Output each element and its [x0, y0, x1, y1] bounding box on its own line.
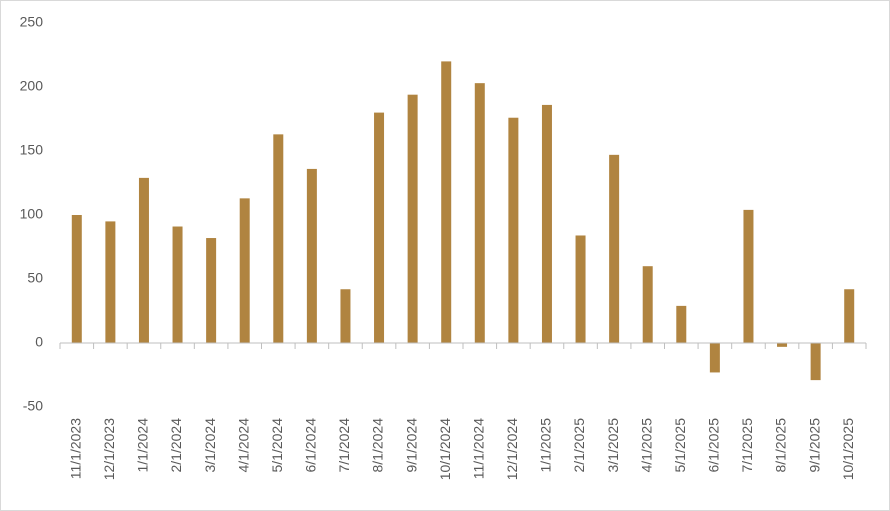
x-tick-label: 5/1/2025 [672, 418, 688, 473]
y-tick-label: 250 [20, 14, 44, 30]
bar [441, 61, 452, 344]
y-tick-label: -50 [23, 398, 43, 414]
x-tick-label: 8/1/2024 [370, 418, 386, 473]
bar [541, 104, 552, 343]
x-tick-label: 12/1/2024 [504, 418, 520, 480]
bar [844, 289, 855, 343]
bar [609, 154, 620, 343]
x-tick-label: 6/1/2024 [303, 418, 319, 473]
x-tick-label: 1/1/2025 [538, 418, 554, 473]
y-tick-label: 100 [20, 206, 44, 222]
bar [676, 305, 687, 343]
bar [340, 289, 351, 343]
bar [306, 168, 317, 343]
x-tick-label: 9/1/2024 [403, 418, 419, 473]
bar [273, 134, 284, 343]
x-tick-label: 11/1/2024 [470, 418, 486, 479]
bar [172, 226, 183, 343]
x-tick-label: 12/1/2023 [101, 418, 117, 480]
bar [407, 94, 418, 344]
x-tick-label: 10/1/2024 [437, 418, 453, 480]
bar [105, 221, 116, 343]
x-tick-label: 9/1/2025 [806, 418, 822, 473]
bar [374, 112, 385, 343]
bar [138, 177, 149, 343]
x-tick-label: 4/1/2025 [638, 418, 654, 473]
bar [777, 343, 788, 347]
bar [642, 266, 653, 343]
x-tick-label: 7/1/2024 [336, 418, 352, 473]
x-tick-label: 5/1/2024 [269, 418, 285, 473]
x-tick-label: 3/1/2024 [202, 418, 218, 473]
x-tick-label: 1/1/2024 [135, 418, 151, 473]
x-tick-label: 4/1/2024 [235, 418, 251, 473]
y-tick-label: 150 [20, 142, 44, 158]
x-tick-label: 3/1/2025 [605, 418, 621, 473]
bar [508, 117, 519, 343]
x-tick-label: 2/1/2025 [571, 418, 587, 473]
y-tick-label: 0 [35, 334, 43, 350]
bar [810, 343, 821, 381]
bar [71, 215, 82, 343]
bar [743, 209, 754, 343]
bar [575, 235, 586, 343]
bar [709, 343, 720, 373]
x-tick-label: 2/1/2024 [168, 418, 184, 473]
x-tick-label: 6/1/2025 [706, 418, 722, 473]
x-tick-label: 8/1/2025 [773, 418, 789, 473]
x-tick-label: 11/1/2023 [67, 418, 83, 479]
bar [474, 83, 485, 343]
y-tick-label: 50 [27, 270, 43, 286]
y-tick-label: 200 [20, 78, 44, 94]
x-tick-label: 10/1/2025 [840, 418, 856, 480]
bar [206, 238, 217, 343]
bar [239, 198, 250, 343]
x-tick-label: 7/1/2025 [739, 418, 755, 473]
